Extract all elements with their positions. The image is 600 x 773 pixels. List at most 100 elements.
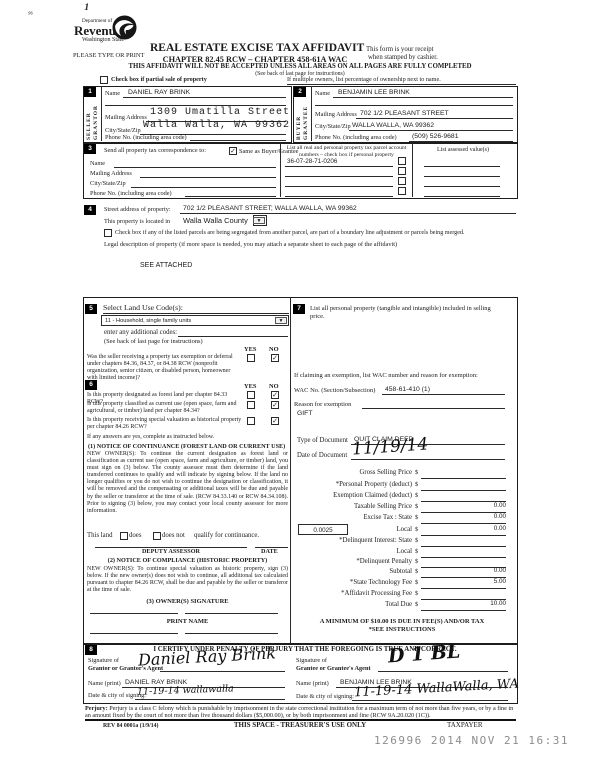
- q5-yes-checkbox[interactable]: [247, 354, 255, 362]
- located-in-label: This property is located in: [104, 218, 171, 225]
- county-dropdown[interactable]: ▼: [253, 215, 267, 226]
- see-instructions-note: *SEE INSTRUCTIONS: [368, 626, 436, 633]
- multiple-owners-note: If multiple owners, list percentage of o…: [287, 76, 441, 83]
- logo-dept-text: Department of: [82, 18, 113, 24]
- seller-phone-label: Phone No. (including area code): [105, 133, 187, 141]
- line: [424, 158, 500, 167]
- personal-property-checkbox-3[interactable]: [398, 177, 406, 185]
- grantee-signature-line: [378, 664, 508, 672]
- land-does-checkbox[interactable]: [120, 532, 128, 540]
- check-icon: ✓: [272, 391, 278, 399]
- seller-city-value: Walla Walla, WA 99362: [143, 120, 291, 131]
- grantor-signature-of-label: Signature of: [88, 657, 119, 664]
- seller-side-label2: GRANTOR: [93, 104, 99, 140]
- receipt-note-line1: This form is your receipt: [366, 46, 434, 53]
- q6-historic-yes-checkbox[interactable]: [247, 417, 255, 425]
- divider: [85, 717, 516, 721]
- receipt-note-line2: when stamped by cashier.: [368, 54, 438, 61]
- line: [285, 168, 393, 177]
- does-not-label: does not: [162, 532, 185, 539]
- line: [336, 679, 508, 688]
- corr-mailing-label: Mailing Address: [90, 170, 132, 177]
- reason-exemption-value: GIFT: [297, 410, 313, 417]
- grantee-agent-label: Grantee or Grantee's Agent: [296, 664, 371, 672]
- q6-currentuse-no-checkbox[interactable]: ✓: [271, 401, 279, 409]
- land-use-dropdown[interactable]: 11 - Household, single family units ▼: [101, 315, 289, 326]
- perjury-paragraph: Perjury: Perjury is a class C felony whi…: [85, 705, 515, 719]
- legal-description-value: SEE ATTACHED: [140, 262, 193, 269]
- segregated-checkbox[interactable]: [104, 229, 112, 237]
- partial-sale-checkbox[interactable]: [100, 76, 108, 84]
- date-line: [255, 540, 288, 548]
- line: [185, 188, 276, 197]
- personal-property-checkbox-4[interactable]: [398, 187, 406, 195]
- please-type-or-print: PLEASE TYPE OR PRINT: [73, 52, 145, 59]
- local-rate-box: 0.0025: [298, 524, 348, 535]
- fee-value: 10.00: [421, 600, 506, 611]
- buyer-city-value: WALLA WALLA, WA 99362: [352, 122, 434, 129]
- q5-no-checkbox[interactable]: ✓: [271, 354, 279, 362]
- assessed-values-header: List assessed value(s): [437, 147, 489, 153]
- fee-label: Gross Selling Price: [359, 469, 412, 476]
- buyer-mailing-value: 702 1/2 PLEASANT STREET: [360, 110, 449, 117]
- fee-label: Local: [396, 526, 412, 533]
- county-value: Walla Walla County: [183, 215, 248, 225]
- main-box: [83, 297, 518, 645]
- fee-label: *Affidavit Processing Fee: [341, 590, 412, 597]
- notice-continuance-title: (1) NOTICE OF CONTINUANCE (FOREST LAND O…: [88, 443, 286, 450]
- check-icon: ✓: [272, 354, 278, 362]
- personal-property-checkbox-1[interactable]: [398, 157, 406, 165]
- buyer-side-label: BUYER: [296, 115, 302, 140]
- fee-label: Local: [396, 548, 412, 555]
- grantee-name-print-label: Name (print): [296, 680, 329, 687]
- legal-description-label: Legal description of property (if more s…: [104, 241, 398, 248]
- line: [190, 132, 286, 141]
- does-label: does: [129, 532, 142, 539]
- dollar-sign: $: [415, 481, 419, 488]
- corr-city-label: City/State/Zip: [90, 180, 126, 187]
- buyer-name-label: Name: [315, 90, 331, 97]
- notice-compliance-title: (2) NOTICE OF COMPLIANCE (HISTORIC PROPE…: [107, 557, 268, 564]
- fee-label: Excise Tax : State: [363, 514, 412, 521]
- section-7-number: 7: [293, 304, 305, 314]
- seller-mailing-value: 1309 Umatilla Street: [150, 107, 291, 118]
- land-does-not-checkbox[interactable]: [153, 532, 161, 540]
- wac-number-value: 458-61-410 (1): [385, 386, 430, 393]
- line: [105, 97, 286, 106]
- fee-label: Exemption Claimed (deduct): [333, 492, 412, 499]
- line: [140, 169, 276, 178]
- personal-property-intro: List all personal property (tangible and…: [310, 305, 491, 320]
- grantee-date-city-label: Date & city of signing:: [296, 693, 355, 700]
- buyer-box: [293, 86, 518, 143]
- q6-forest-yes-checkbox[interactable]: [247, 391, 255, 399]
- chevron-down-icon: ▼: [275, 317, 287, 324]
- notice-compliance-body: NEW OWNER(S): To continue special valuat…: [87, 566, 288, 594]
- fee-label: Subtotal: [389, 568, 412, 575]
- buyer-phone-label: Phone No. (including area code): [315, 134, 397, 141]
- personal-property-checkbox-2[interactable]: [398, 167, 406, 175]
- seller-mailing-label: Mailing Address: [105, 114, 147, 121]
- line: [351, 451, 505, 460]
- line: [178, 329, 288, 337]
- fee-label: Taxable Selling Price: [353, 503, 412, 510]
- q6-historic-no-checkbox[interactable]: ✓: [271, 417, 279, 425]
- same-as-buyer-checkbox[interactable]: ✓: [229, 147, 237, 155]
- line: [424, 168, 500, 177]
- divider: [290, 297, 291, 643]
- fee-label: *Delinquent Penalty: [356, 558, 412, 565]
- q6-currentuse-yes-checkbox[interactable]: [247, 401, 255, 409]
- local-rate-value: 0.0025: [313, 527, 333, 534]
- seller-side-label: SELLER: [86, 112, 92, 140]
- form-title: REAL ESTATE EXCISE TAX AFFIDAVIT: [150, 42, 365, 54]
- buyer-side-label2: GRANTEE: [303, 105, 309, 140]
- fee-value: [421, 480, 506, 491]
- type-of-document-value: QUIT CLAIM DEED: [354, 436, 414, 443]
- line: [146, 113, 286, 122]
- dollar-sign: $: [415, 568, 419, 575]
- notice-continuance-body: NEW OWNER(S): To continue the current de…: [87, 451, 288, 514]
- check-icon: ✓: [230, 147, 236, 155]
- date-label: DATE: [261, 548, 278, 555]
- section-6-number: 6: [85, 380, 97, 390]
- q6-forest-no-checkbox[interactable]: ✓: [271, 391, 279, 399]
